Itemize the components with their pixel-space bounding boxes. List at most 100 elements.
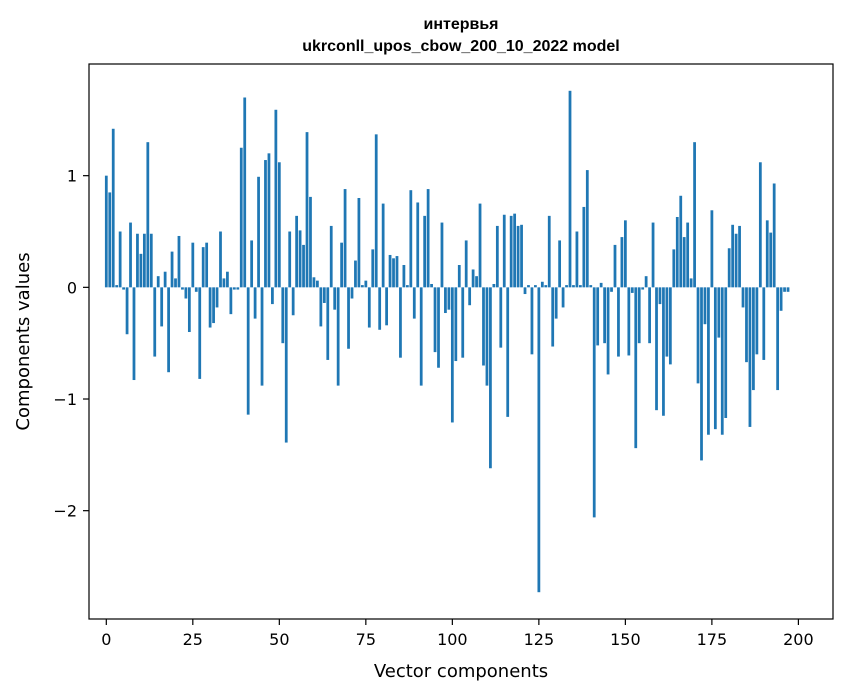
bar-108 <box>478 203 482 288</box>
bar-94 <box>430 283 433 288</box>
bar-136 <box>575 231 579 288</box>
bar-20 <box>174 278 177 288</box>
plot-area-frame <box>88 63 834 620</box>
bar-191 <box>765 220 769 288</box>
bar-156 <box>644 276 648 288</box>
bar-83 <box>392 258 395 288</box>
bar-22 <box>181 287 184 290</box>
bar-17 <box>163 271 167 288</box>
bar-46 <box>264 160 267 288</box>
x-axis-label: Vector components <box>374 661 548 682</box>
bar-152 <box>630 287 634 293</box>
x-tick-label-8: 200 <box>783 630 814 649</box>
bar-77 <box>371 249 375 288</box>
bar-159 <box>655 287 658 411</box>
x-tick-label-2: 50 <box>269 630 289 649</box>
bar-158 <box>651 222 655 288</box>
bar-55 <box>295 215 299 288</box>
bar-61 <box>316 280 319 288</box>
bar-9 <box>136 233 139 288</box>
bar-135 <box>572 285 575 288</box>
bar-172 <box>700 287 703 461</box>
bar-165 <box>675 216 679 288</box>
bar-183 <box>738 225 741 288</box>
bar-115 <box>502 214 506 288</box>
bar-89 <box>412 287 416 319</box>
bar-47 <box>267 153 271 288</box>
bar-86 <box>402 265 406 288</box>
bar-179 <box>724 287 728 418</box>
bar-69 <box>343 189 347 288</box>
bar-182 <box>734 233 738 288</box>
bar-10 <box>139 253 143 288</box>
bar-175 <box>710 210 714 288</box>
bar-18 <box>167 287 170 373</box>
bar-154 <box>637 287 641 344</box>
bar-59 <box>309 196 312 288</box>
bar-107 <box>475 276 478 288</box>
bar-91 <box>419 287 423 386</box>
bar-38 <box>236 287 240 290</box>
bar-197 <box>786 287 790 292</box>
y-axis-label: Components values <box>13 252 34 430</box>
y-axis-ticks: −2 −1 0 1 <box>53 167 89 521</box>
bar-113 <box>495 225 499 288</box>
bar-57 <box>302 244 305 288</box>
bar-149 <box>620 237 624 288</box>
bar-187 <box>752 287 755 391</box>
bar-110 <box>485 287 489 386</box>
bar-5 <box>122 287 125 290</box>
bar-147 <box>613 244 617 288</box>
bar-171 <box>696 287 700 384</box>
bar-111 <box>489 287 492 469</box>
bar-60 <box>312 277 316 288</box>
bar-27 <box>198 287 202 379</box>
bar-98 <box>444 287 447 314</box>
bar-148 <box>617 287 620 357</box>
bar-130 <box>554 287 558 319</box>
bar-92 <box>423 215 427 288</box>
bar-95 <box>433 287 437 353</box>
bar-75 <box>364 280 368 288</box>
bar-42 <box>250 240 254 288</box>
bar-88 <box>409 190 413 288</box>
bar-177 <box>717 287 721 338</box>
bar-120 <box>520 224 523 288</box>
bar-168 <box>686 222 690 288</box>
bar-119 <box>516 225 520 288</box>
bar-97 <box>440 222 444 288</box>
bar-132 <box>561 287 565 308</box>
bar-4 <box>118 231 122 288</box>
bar-65 <box>329 225 333 288</box>
x-tick-label-1: 25 <box>183 630 203 649</box>
bar-100 <box>450 287 454 423</box>
bar-24 <box>187 287 191 333</box>
bar-43 <box>253 287 257 319</box>
bar-176 <box>713 287 717 430</box>
bar-105 <box>468 287 472 306</box>
bar-144 <box>603 287 606 344</box>
bar-2 <box>111 128 115 288</box>
bar-21 <box>177 235 181 288</box>
bar-23 <box>184 287 188 299</box>
bar-40 <box>243 97 247 288</box>
bar-141 <box>592 287 596 518</box>
bar-153 <box>634 287 638 449</box>
bar-133 <box>565 285 568 288</box>
bar-114 <box>499 287 503 348</box>
bar-36 <box>229 287 233 315</box>
bar-12 <box>146 142 150 288</box>
bar-93 <box>426 189 430 288</box>
bar-195 <box>779 287 783 311</box>
x-tick-label-4: 100 <box>437 630 468 649</box>
bar-129 <box>551 287 555 347</box>
bar-137 <box>579 285 582 288</box>
bar-188 <box>755 287 759 355</box>
bar-50 <box>277 162 281 288</box>
bar-193 <box>772 183 776 288</box>
y-tick-label-0: −2 <box>53 502 77 521</box>
bar-14 <box>153 287 157 357</box>
bar-34 <box>222 278 226 288</box>
bar-74 <box>360 285 364 288</box>
